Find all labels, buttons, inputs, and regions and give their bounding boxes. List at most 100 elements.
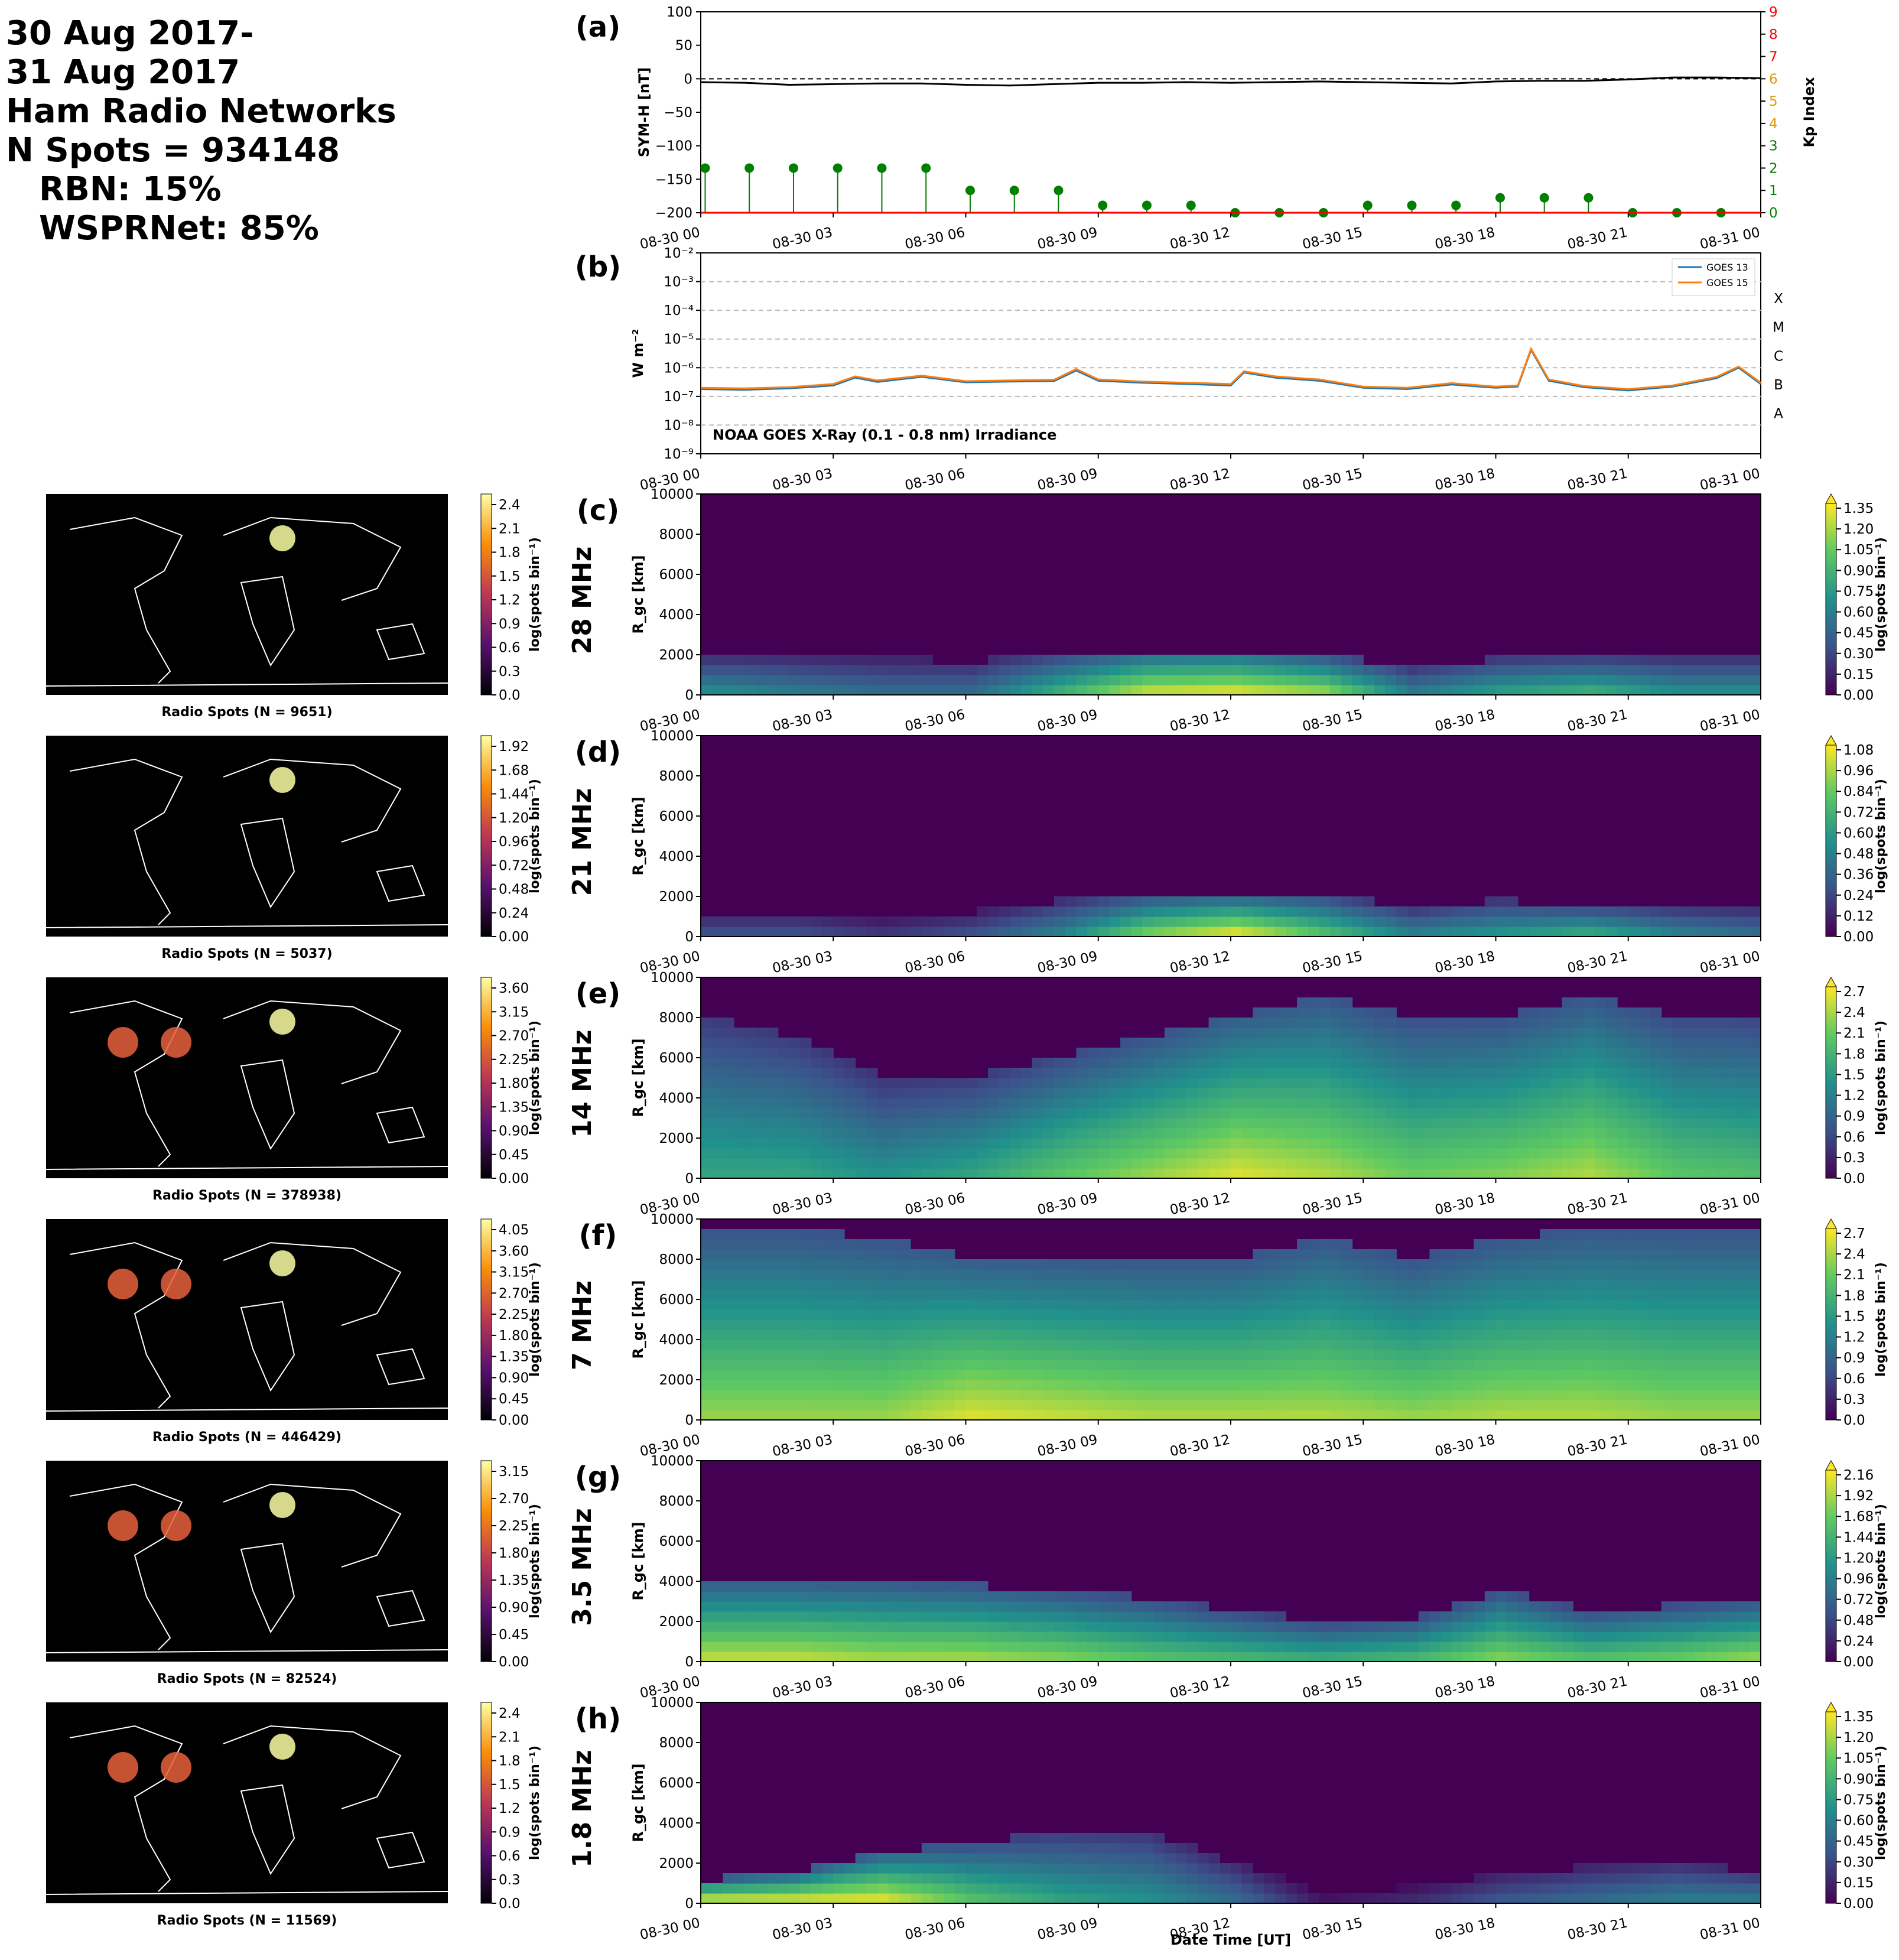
heatmap-cell [1584, 1048, 1596, 1058]
heatmap-cell [701, 1883, 713, 1894]
heatmap-cell [744, 1330, 757, 1340]
heatmap-cell [811, 1168, 823, 1179]
heatmap-cbar-label: 1.8 [1843, 1046, 1865, 1062]
heatmap-cell [932, 1410, 944, 1421]
heatmap-cell [1142, 916, 1154, 927]
heatmap-cell [1352, 1128, 1364, 1139]
heatmap-cell [756, 1289, 768, 1300]
heatmap-cell [1517, 1007, 1530, 1018]
heatmap-cell [1694, 1340, 1706, 1350]
heatmap-cell [1484, 1380, 1497, 1390]
heatmap-cell [1540, 1168, 1552, 1179]
heatmap-cell [800, 1068, 812, 1078]
heatmap-cell [789, 1340, 801, 1350]
heatmap-cell [954, 675, 967, 685]
heatmap-cell [1484, 1088, 1497, 1098]
heatmap-cell [1087, 1269, 1099, 1280]
heatmap-cell [789, 1098, 801, 1109]
heatmap-cell [1451, 1249, 1464, 1260]
heatmap-cell [1197, 1350, 1209, 1360]
heatmap-cell [1010, 685, 1022, 695]
heatmap-cell [1562, 1601, 1573, 1612]
heatmap-cell [1451, 1018, 1464, 1028]
heatmap-cell [1374, 1028, 1386, 1038]
heatmap-cell [778, 1350, 790, 1360]
heatmap-cell [734, 1340, 746, 1350]
heatmap-cell [1142, 1088, 1154, 1098]
heatmap-cell [811, 1400, 823, 1410]
heatmap-cell [1595, 1058, 1607, 1068]
heatmap-cell [1330, 685, 1342, 695]
heatmap-cell [1065, 1128, 1077, 1139]
heatmap-cell [1043, 1128, 1055, 1139]
heatmap-cell [844, 1158, 856, 1169]
heatmap-cell [1363, 1319, 1375, 1330]
heatmap-cell [1264, 655, 1276, 665]
heatmap-cell [1396, 1068, 1408, 1078]
map-cbar-title: log(spots bin⁻¹) [528, 1020, 542, 1135]
heatmap-cell [1661, 1621, 1673, 1632]
heatmap-cell [1186, 1259, 1198, 1270]
heatmap-cell [899, 1108, 911, 1119]
heatmap-cell [1550, 1621, 1563, 1632]
heatmap-cell [1020, 1360, 1033, 1370]
heatmap-cell [1573, 1269, 1585, 1280]
heatmap-cell [1197, 927, 1209, 937]
heatmap-cell [1065, 916, 1077, 927]
heatmap-cell [1451, 1138, 1464, 1149]
heatmap-cell [1286, 1138, 1298, 1149]
heatmap-cell [1197, 1360, 1209, 1370]
heatmap-cell [1197, 1259, 1209, 1270]
heatmap-cell [1628, 1611, 1640, 1622]
heatmap-cell [1683, 1289, 1695, 1300]
heatmap-cell [734, 1068, 746, 1078]
heatmap-cell [1562, 1098, 1573, 1109]
heatmap-cell [1385, 1319, 1397, 1330]
heatmap-cell [723, 1259, 734, 1270]
heatmap-cell [1098, 1642, 1110, 1652]
heatmap-cell [1484, 1028, 1497, 1038]
heatmap-cell [1020, 1088, 1033, 1098]
heatmap-cell [1197, 1158, 1209, 1169]
heatmap-cell [1153, 1138, 1165, 1149]
heatmap-cell [1231, 1279, 1243, 1290]
heatmap-cell [701, 1319, 713, 1330]
heatmap-cell [1440, 1078, 1452, 1088]
heatmap-cell [1694, 1269, 1706, 1280]
heatmap-cell [877, 1380, 889, 1390]
heatmap-cell [1462, 1380, 1474, 1390]
heatmap-cell [1010, 1299, 1022, 1310]
heatmap-cell [1517, 927, 1530, 937]
heatmap-cell [1595, 1098, 1607, 1109]
heatmap-cell [1363, 1289, 1375, 1300]
heatmap-cell [888, 1158, 900, 1169]
heatmap-cell [789, 1410, 801, 1421]
heatmap-cell [1517, 1390, 1530, 1400]
heatmap-cbar-label: 0.96 [1843, 763, 1874, 779]
heatmap-cell [1264, 1048, 1276, 1058]
heatmap-cell [932, 1400, 944, 1410]
heatmap-cell [711, 1158, 723, 1169]
heatmap-cell [1396, 1642, 1408, 1652]
heatmap-cell [1341, 1370, 1353, 1380]
heatmap-cell [1330, 1168, 1342, 1179]
heatmap-cbar-label: 2.4 [1843, 1247, 1865, 1262]
heatmap-cell [1208, 1138, 1220, 1149]
heatmap-cell [1308, 1642, 1320, 1652]
heatmap-cell [1672, 1168, 1684, 1179]
heatmap-cell [1750, 1360, 1761, 1370]
heatmap-ytick-label: 0 [685, 1413, 694, 1428]
heatmap-cell [987, 1118, 1000, 1129]
heatmap-cell [822, 655, 834, 665]
heatmap-cell [1197, 1631, 1209, 1642]
heatmap-cell [1462, 1611, 1474, 1622]
heatmap-cell [1054, 1631, 1066, 1642]
heatmap-cell [1043, 906, 1055, 917]
heatmap-cell [767, 685, 779, 695]
heatmap-cell [965, 1631, 977, 1642]
heatmap-cell [1253, 1038, 1264, 1048]
heatmap-cell [1186, 1601, 1198, 1612]
heatmap-cell [1705, 1611, 1717, 1622]
heatmap-cell [1462, 1058, 1474, 1068]
heatmap-cell [822, 1370, 834, 1380]
